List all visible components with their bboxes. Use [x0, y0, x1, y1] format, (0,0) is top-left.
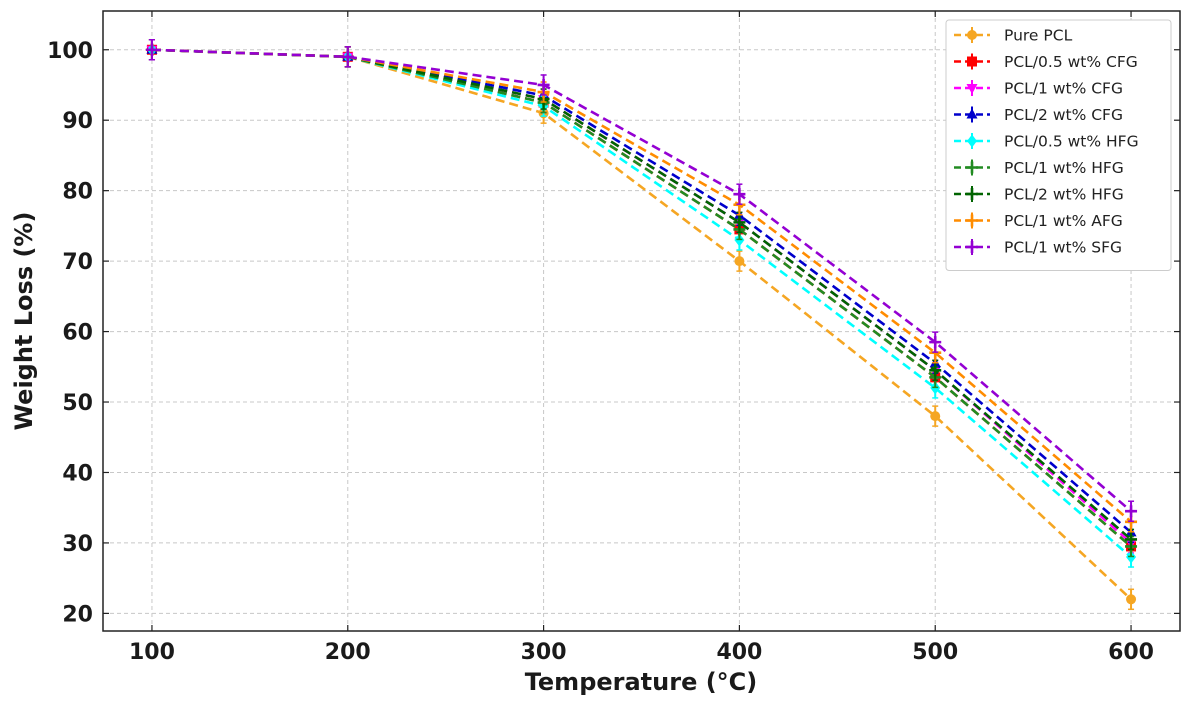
data-point — [145, 43, 158, 56]
series-line — [151, 48, 1132, 541]
series-line — [151, 48, 1132, 601]
data-point — [1125, 505, 1138, 518]
legend-item: PCL/0.5 wt% HFG — [954, 133, 1139, 151]
x-tick-label: 400 — [716, 640, 762, 665]
data-point — [733, 188, 746, 201]
legend-marker — [967, 30, 977, 40]
y-tick-label: 70 — [62, 250, 93, 275]
axis-ticks: 100 200 300 400 500 600 20 30 40 50 60 70 80 90 100 — [47, 11, 1180, 665]
x-axis-title: Temperature (°C) — [525, 668, 758, 696]
data-point — [930, 411, 941, 422]
x-tick-label: 200 — [325, 640, 371, 665]
legend-label: PCL/1 wt% CFG — [1004, 80, 1123, 98]
legend-item: PCL/1 wt% SFG — [954, 239, 1122, 257]
y-tick-label: 90 — [62, 109, 93, 134]
legend-item: PCL/1 wt% HFG — [954, 159, 1124, 177]
y-tick-label: 80 — [62, 180, 93, 205]
legend-marker — [966, 108, 978, 119]
x-tick-label: 100 — [129, 640, 175, 665]
legend-label: PCL/2 wt% CFG — [1004, 106, 1123, 124]
legend-marker — [966, 241, 978, 253]
plot-frame — [102, 10, 1181, 632]
legend-item: PCL/1 wt% CFG — [954, 80, 1123, 98]
legend-label: PCL/1 wt% HFG — [1004, 159, 1124, 177]
y-tick-label: 30 — [62, 532, 93, 557]
series-9 — [145, 39, 1138, 522]
y-tick-label: 40 — [62, 461, 93, 486]
legend-item: PCL/2 wt% HFG — [954, 186, 1124, 204]
series-layer — [145, 39, 1138, 611]
y-tick-label: 100 — [47, 39, 93, 64]
series-line — [151, 48, 1132, 523]
x-tick-label: 600 — [1108, 640, 1154, 665]
data-point — [1125, 533, 1138, 546]
legend-item: PCL/1 wt% AFG — [954, 212, 1123, 230]
legend-label: PCL/0.5 wt% CFG — [1004, 53, 1138, 71]
legend-label: PCL/1 wt% SFG — [1004, 239, 1122, 257]
series-line — [151, 48, 1132, 548]
series-line — [151, 48, 1132, 513]
y-tick-label: 60 — [62, 321, 93, 346]
legend-marker — [967, 56, 977, 67]
x-tick-label: 500 — [912, 640, 958, 665]
legend-marker — [966, 84, 978, 94]
data-point — [537, 78, 550, 91]
legend-marker — [966, 214, 978, 227]
y-tick-label: 20 — [62, 602, 93, 627]
series-line — [151, 48, 1132, 534]
legend-label: Pure PCL — [1004, 27, 1073, 45]
data-point — [341, 50, 354, 63]
data-point — [929, 336, 942, 349]
data-point — [929, 364, 942, 377]
legend-marker — [967, 134, 977, 148]
legend-label: PCL/1 wt% AFG — [1004, 212, 1123, 230]
legend: Pure PCL PCL/0.5 wt% CFG PCL/1 wt% CFG PCL/… — [945, 19, 1172, 271]
data-point — [1126, 594, 1137, 605]
data-point — [734, 256, 745, 267]
legend-item: PCL/2 wt% CFG — [954, 106, 1123, 124]
legend-marker — [966, 188, 978, 200]
data-point — [733, 216, 746, 229]
legend-marker — [966, 161, 978, 174]
legend-label: PCL/0.5 wt% HFG — [1004, 133, 1139, 151]
legend-box — [945, 19, 1172, 271]
x-tick-label: 300 — [521, 640, 567, 665]
y-tick-label: 50 — [62, 391, 93, 416]
legend-label: PCL/2 wt% HFG — [1004, 186, 1124, 204]
legend-item: Pure PCL — [954, 27, 1073, 45]
legend-item: PCL/0.5 wt% CFG — [954, 53, 1138, 71]
y-axis-title: Weight Loss (%) — [10, 212, 38, 431]
